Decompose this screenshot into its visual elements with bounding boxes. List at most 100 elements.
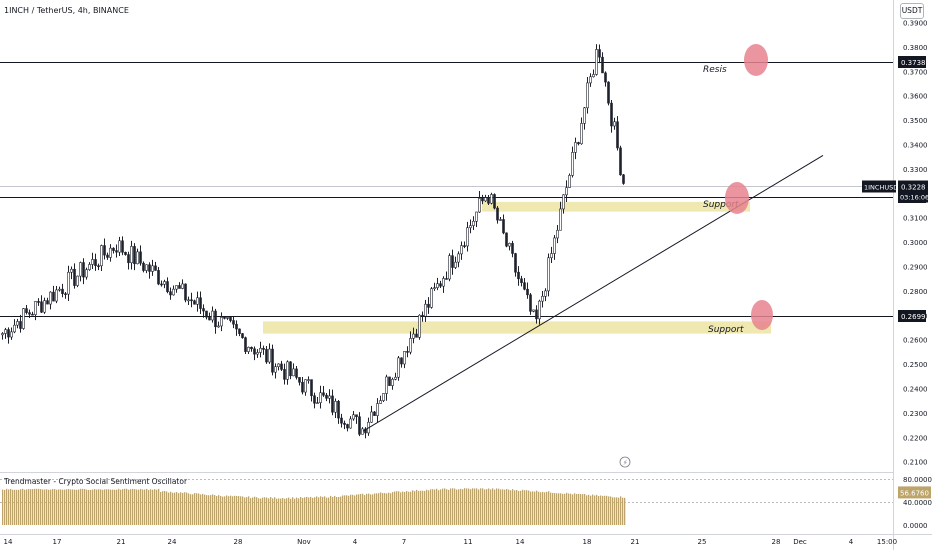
oscillator-bar <box>296 497 298 525</box>
oscillator-bar <box>330 495 332 525</box>
candle-down <box>514 253 517 273</box>
oscillator-bar <box>428 490 430 525</box>
candle-down <box>229 317 232 321</box>
oscillator-bar <box>98 489 100 525</box>
candle-down <box>235 323 238 330</box>
oscillator-bar <box>442 488 444 525</box>
oscillator-bar <box>232 496 234 525</box>
candle-down <box>31 313 34 316</box>
candle-up <box>307 379 310 381</box>
candle-up <box>553 237 556 254</box>
oscillator-bar <box>334 495 336 525</box>
candle-down <box>127 254 130 264</box>
price-tick-label: 0.2500 <box>903 361 928 369</box>
candle-up <box>472 220 475 226</box>
candle-up <box>352 414 355 420</box>
oscillator-bar <box>268 498 270 525</box>
candle-down <box>190 299 193 302</box>
oscillator-bar <box>274 497 276 525</box>
oscillator-bar <box>304 497 306 525</box>
oscillator-bar <box>326 497 328 525</box>
candle-down <box>103 245 106 256</box>
oscillator-bar <box>332 496 334 525</box>
oscillator-bar <box>624 497 626 525</box>
oscillator-bar <box>206 495 208 525</box>
candle-down <box>358 416 361 435</box>
oscillator-bar <box>144 489 146 525</box>
candle-up <box>490 194 493 204</box>
oscillator-bar <box>198 493 200 525</box>
oscillator-bar <box>42 489 44 525</box>
oscillator-bar <box>412 490 414 525</box>
candle-up <box>91 259 94 265</box>
annotation-resistance[interactable]: Resis <box>703 65 727 75</box>
time-tick-label: 11 <box>464 538 473 546</box>
oscillator-bar <box>356 494 358 525</box>
candle-up <box>79 262 82 277</box>
candle-up <box>568 175 571 188</box>
candle-up <box>220 317 223 327</box>
annotation-support-lower[interactable]: Support <box>708 325 744 335</box>
candle-up <box>328 395 331 399</box>
candle-down <box>373 411 376 416</box>
candle-down <box>223 317 226 319</box>
oscillator-bar <box>28 489 30 525</box>
oscillator-bar <box>152 489 154 525</box>
candle-down <box>265 349 268 363</box>
oscillator-bar <box>316 496 318 525</box>
support-marker-lower[interactable] <box>751 300 773 330</box>
oscillator-bar <box>586 495 588 525</box>
oscillator-bar <box>20 489 22 525</box>
oscillator-bar <box>308 497 310 525</box>
candle-down <box>529 294 532 312</box>
support-zone-lower[interactable] <box>263 321 771 334</box>
oscillator-bar <box>320 496 322 525</box>
oscillator-bar <box>16 489 18 525</box>
oscillator-bar <box>432 489 434 525</box>
oscillator-bar <box>34 488 36 525</box>
oscillator-bar <box>242 496 244 525</box>
oscillator-bar <box>602 495 604 525</box>
level-price-tag-label: 0.2699 <box>901 313 926 321</box>
candle-up <box>100 245 103 267</box>
candle-up <box>559 208 562 231</box>
candle-up <box>259 347 262 353</box>
candle-down <box>604 72 607 83</box>
candle-up <box>469 225 472 229</box>
candle-down <box>82 262 85 278</box>
price-tick-label: 0.3400 <box>903 142 928 150</box>
price-tick-label: 0.3100 <box>903 215 928 223</box>
bolt-glyph-icon: ⚡ <box>623 459 628 467</box>
level-price-tag-label: 0.3738 <box>901 59 926 67</box>
candle-down <box>154 265 157 271</box>
oscillator-bar <box>294 498 296 525</box>
oscillator-bar <box>374 493 376 525</box>
annotation-support-upper[interactable]: Support <box>703 200 739 210</box>
oscillator-bar <box>248 496 250 525</box>
candle-down <box>139 251 142 264</box>
candle-up <box>478 198 481 213</box>
oscillator-bar <box>70 489 72 525</box>
candle-down <box>142 262 145 271</box>
oscillator-bar <box>338 496 340 525</box>
oscillator-bar <box>86 489 88 525</box>
candle-up <box>556 229 559 239</box>
oscillator-bar <box>416 489 418 525</box>
candle-down <box>46 300 49 305</box>
candle-down <box>253 348 256 355</box>
oscillator-bar <box>502 489 504 525</box>
oscillator-bar <box>410 491 412 525</box>
support-zone-upper[interactable] <box>482 201 750 212</box>
oscillator-bar <box>56 489 58 525</box>
oscillator-bar <box>180 492 182 525</box>
resistance-marker[interactable] <box>744 44 768 76</box>
oscillator-bar <box>284 498 286 525</box>
support-marker-upper[interactable] <box>725 182 749 214</box>
oscillator-bar <box>460 488 462 525</box>
event-bolt-icon[interactable] <box>619 456 631 468</box>
candle-down <box>94 259 97 266</box>
candle-up <box>136 251 139 265</box>
currency-button[interactable]: USDT <box>900 3 924 19</box>
price-tick-label: 0.2100 <box>903 459 928 467</box>
